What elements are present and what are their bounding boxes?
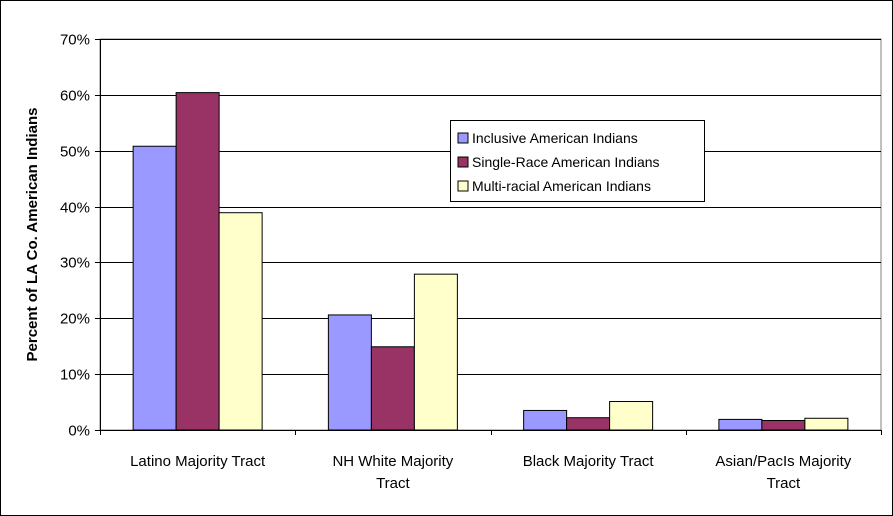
legend-swatch (457, 180, 469, 192)
legend-box (450, 120, 705, 202)
x-category-label: NH White Majority (332, 453, 453, 470)
legend-swatch (457, 156, 469, 168)
x-category-label: Latino Majority Tract (130, 453, 266, 470)
y-tick-label: 10% (60, 367, 90, 384)
bar (523, 409, 568, 431)
y-tick-label: 20% (60, 311, 90, 328)
bar (370, 346, 415, 431)
x-category-label: Asian/PacIs Majority (715, 453, 851, 470)
bar (609, 401, 654, 431)
legend-entry: Inclusive American Indians (472, 130, 638, 146)
bar (327, 314, 372, 431)
bar (413, 273, 458, 431)
bar (718, 418, 763, 431)
bar (566, 417, 611, 431)
y-tick-label: 40% (60, 200, 90, 217)
x-category-label: Tract (767, 475, 801, 492)
bar (761, 420, 806, 431)
bar (804, 417, 849, 431)
y-tick-label: 30% (60, 255, 90, 272)
legend-swatch (457, 132, 469, 144)
legend-entry: Multi-racial American Indians (472, 178, 651, 194)
bar (218, 212, 263, 431)
y-tick-label: 50% (60, 144, 90, 161)
legend-entry: Single-Race American Indians (472, 154, 660, 170)
x-category-label: Black Majority Tract (523, 453, 655, 470)
y-tick-label: 70% (60, 32, 90, 49)
y-tick-label: 0% (68, 423, 90, 440)
y-tick-label: 60% (60, 88, 90, 105)
bar (175, 92, 220, 431)
bar (132, 145, 177, 431)
y-axis-title: Percent of LA Co. American Indians (24, 108, 41, 362)
x-category-label: Tract (376, 475, 410, 492)
